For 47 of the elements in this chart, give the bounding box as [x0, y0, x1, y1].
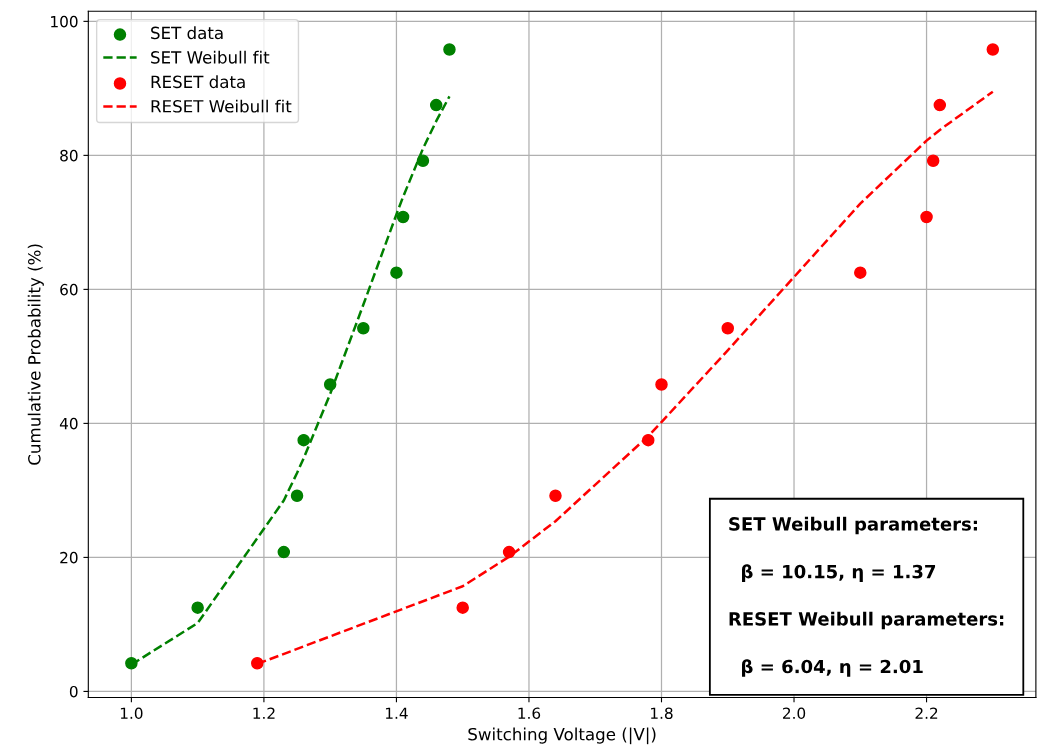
point — [357, 321, 370, 335]
point — [290, 489, 304, 503]
point — [456, 601, 469, 614]
y-tick-label: 0 — [69, 685, 78, 698]
legend-label: SET data — [151, 26, 223, 40]
point — [277, 545, 291, 559]
x-tick-label: 2.0 — [782, 707, 806, 719]
annotation: β = 10.15, η = 1.37 — [742, 564, 936, 582]
x-tick-label: 2.2 — [915, 707, 938, 719]
x-tick-label: 1.8 — [651, 707, 673, 719]
point — [655, 378, 668, 391]
point — [920, 210, 933, 224]
point — [926, 154, 940, 167]
point — [416, 154, 430, 167]
y-axis-title: Cumulative Probability (%) — [27, 244, 44, 465]
point — [549, 489, 562, 503]
annotation: RESET Weibull parameters: — [729, 611, 1004, 630]
point — [390, 266, 403, 279]
annotation: SET Weibull parameters: — [729, 516, 977, 535]
y-tick-label: 100 — [51, 15, 78, 28]
point — [125, 657, 138, 670]
point — [429, 98, 443, 112]
annotation: β = 6.04, η = 2.01 — [742, 659, 923, 677]
y-tick-label: 40 — [59, 417, 78, 430]
point — [854, 266, 867, 279]
point — [251, 657, 264, 670]
point — [443, 43, 456, 56]
point — [191, 601, 204, 614]
point — [721, 321, 735, 335]
point — [323, 378, 337, 391]
y-tick-label: 80 — [60, 149, 78, 162]
point — [986, 43, 1000, 56]
point — [641, 433, 655, 447]
legend-label: SET Weibull fit — [151, 50, 270, 64]
legend-label: RESET Weibull fit — [151, 99, 292, 113]
x-tick-label: 1.6 — [518, 707, 541, 719]
y-tick-label: 20 — [60, 551, 78, 564]
x-tick-label: 1.2 — [253, 707, 275, 719]
point — [297, 433, 310, 447]
point — [502, 545, 516, 559]
legend-label: RESET data — [151, 75, 245, 89]
x-tick-label: 1.0 — [120, 707, 143, 719]
point — [933, 98, 947, 112]
point — [396, 210, 410, 224]
x-tick-label: 1.4 — [385, 707, 408, 719]
y-tick-label: 60 — [60, 283, 78, 296]
x-axis-title: Switching Voltage (|V|) — [468, 727, 656, 745]
